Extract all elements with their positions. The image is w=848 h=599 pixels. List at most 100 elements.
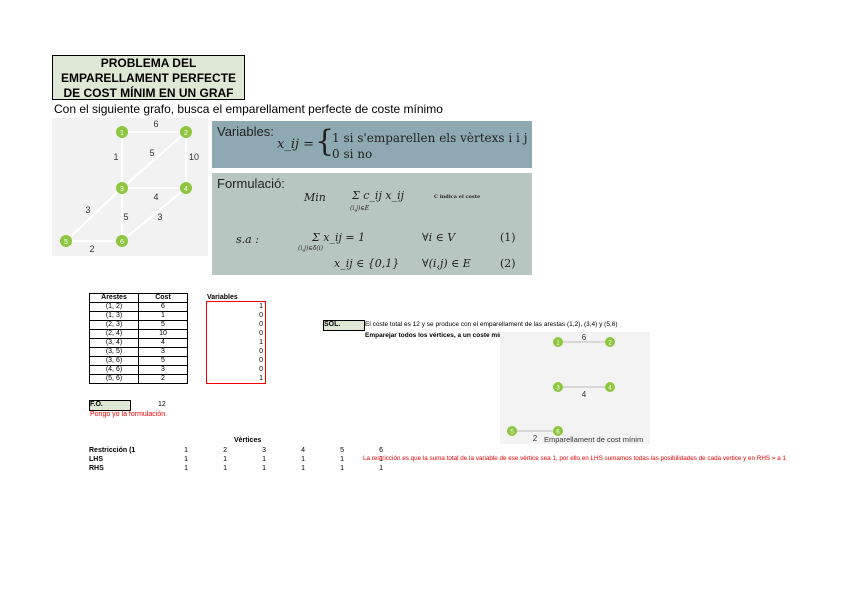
variable-value[interactable]: 1 xyxy=(259,303,263,310)
table-row: (4, 6) 3 xyxy=(89,365,188,375)
variable-value[interactable]: 0 xyxy=(259,366,263,373)
edge-cell: (4, 6) xyxy=(89,365,139,375)
matching-node xyxy=(553,337,563,347)
fo-note: Pongo yo la formulación. xyxy=(90,411,168,418)
constraint-cell: 4 xyxy=(301,447,305,454)
edge-cost: 5 xyxy=(123,212,128,222)
constraint-cell: LHS xyxy=(89,456,103,463)
fo-value: 12 xyxy=(158,401,166,408)
table-row: (3, 5) 3 xyxy=(89,347,188,357)
edge-cell: (1, 3) xyxy=(89,311,139,321)
header-cost: Cost xyxy=(138,293,188,303)
sol-text-2: Emparejar todos los vértices, a un coste… xyxy=(365,332,515,339)
brace: { xyxy=(315,124,335,159)
variable-value[interactable]: 0 xyxy=(259,312,263,319)
constraint-cell: RHS xyxy=(89,465,104,472)
constraint-row: LHS 1 1 1 1 1 1 xyxy=(89,455,383,464)
graph-node xyxy=(116,126,128,138)
graph-node xyxy=(180,182,192,194)
matching-cost: 6 xyxy=(582,333,587,342)
edge-cost: 2 xyxy=(89,244,94,254)
variable-value[interactable]: 0 xyxy=(259,330,263,337)
variable-value[interactable]: 1 xyxy=(259,339,263,346)
constraint-cell: 1 xyxy=(184,447,188,454)
edge-cell: (3, 4) xyxy=(89,338,139,348)
table-row: (1, 2) 6 xyxy=(89,302,188,312)
vertices-header: Vèrtices xyxy=(234,437,262,444)
subtitle: Con el siguiente grafo, busca el emparel… xyxy=(54,102,443,116)
constraint-cell: 1 xyxy=(379,456,383,463)
constraint-1-cond: ∀i ∈ V xyxy=(422,231,456,244)
constraint-cell: 1 xyxy=(340,465,344,472)
constraint-cell: 1 xyxy=(262,456,266,463)
edge-cell: (3, 6) xyxy=(89,356,139,366)
constraint-cell: 1 xyxy=(223,456,227,463)
edge-cost: 3 xyxy=(157,212,162,222)
cost-cell: 5 xyxy=(138,320,188,330)
table-row: (3, 6) 5 xyxy=(89,356,188,366)
matching-caption: Emparellament de cost mínim xyxy=(544,435,643,444)
graph-node xyxy=(116,182,128,194)
graph-node xyxy=(116,235,128,247)
constraint-row: Restricción (1 1 2 3 4 5 6 xyxy=(89,446,383,455)
edge-cost: 6 xyxy=(153,119,158,129)
header-arestes: Arestes xyxy=(89,293,139,303)
matching-node xyxy=(605,337,615,347)
variables-range: 1 0 0 0 1 0 0 0 1 xyxy=(206,301,266,384)
constraint-cell: 1 xyxy=(184,456,188,463)
matching-node-label: 4 xyxy=(608,386,612,392)
constraint-cell: Restricción (1 xyxy=(89,447,136,454)
matching-node xyxy=(553,426,563,436)
cost-cell: 3 xyxy=(138,365,188,375)
constraint-2-cond: ∀(i,j) ∈ E xyxy=(422,257,471,270)
node-label: 5 xyxy=(64,239,68,246)
constraint-cell: 1 xyxy=(340,456,344,463)
formulation-box: Formulació: Min Σ c_ij x_ij (i,j)∈E C in… xyxy=(212,173,532,275)
edge-cell: (1, 2) xyxy=(89,302,139,312)
cost-cell: 3 xyxy=(138,347,188,357)
matching-node-label: 3 xyxy=(556,386,560,392)
constraint-cell: 1 xyxy=(223,465,227,472)
constraint-cell: 1 xyxy=(301,465,305,472)
cost-cell: 4 xyxy=(138,338,188,348)
variable-value[interactable]: 0 xyxy=(259,357,263,364)
cost-cell: 6 xyxy=(138,302,188,312)
constraint-cell: 6 xyxy=(379,447,383,454)
table-row: (5, 6) 2 xyxy=(89,374,188,384)
case-2: 0 si no xyxy=(332,147,373,161)
x-ij-lhs: x_ij = xyxy=(277,137,315,152)
cost-note: C indica el coste xyxy=(434,194,481,200)
matching-node xyxy=(507,426,517,436)
edge-cost: 1 xyxy=(113,152,118,162)
node-label: 6 xyxy=(120,239,124,246)
constraint-2: x_ij ∈ {0,1} xyxy=(334,257,400,270)
node-label: 3 xyxy=(120,186,124,193)
variable-value[interactable]: 1 xyxy=(259,375,263,382)
matching-node-label: 6 xyxy=(556,430,560,436)
constraint-cell: 1 xyxy=(262,465,266,472)
edge-cost: 10 xyxy=(189,152,199,162)
min: Min xyxy=(304,191,326,204)
matching-node xyxy=(605,382,615,392)
edge-cell: (5, 6) xyxy=(89,374,139,384)
matching-node-label: 1 xyxy=(556,341,560,347)
node-label: 2 xyxy=(184,130,188,137)
edge-cell: (2, 4) xyxy=(89,329,139,339)
subject-to: s.a : xyxy=(236,233,259,246)
table-row: (2, 4) 10 xyxy=(89,329,188,339)
graph-edge xyxy=(121,187,187,242)
table-row: (3, 4) 4 xyxy=(89,338,188,348)
cost-cell: 1 xyxy=(138,311,188,321)
matching-node-label: 2 xyxy=(608,341,612,347)
variables-box: Variables: x_ij = { 1 si s'emparellen el… xyxy=(212,121,532,168)
graph-image: 6 1 5 10 4 3 5 3 2 1 2 3 4 5 6 xyxy=(52,118,208,256)
graph-node xyxy=(60,235,72,247)
page-title: PROBLEMA DEL EMPARELLAMENT PERFECTE DE C… xyxy=(52,55,245,100)
variable-value[interactable]: 0 xyxy=(259,321,263,328)
constraint-cell: 1 xyxy=(301,456,305,463)
matching-node xyxy=(553,382,563,392)
constraint-cell: 2 xyxy=(223,447,227,454)
edge-cost: 5 xyxy=(149,148,154,158)
variable-value[interactable]: 0 xyxy=(259,348,263,355)
